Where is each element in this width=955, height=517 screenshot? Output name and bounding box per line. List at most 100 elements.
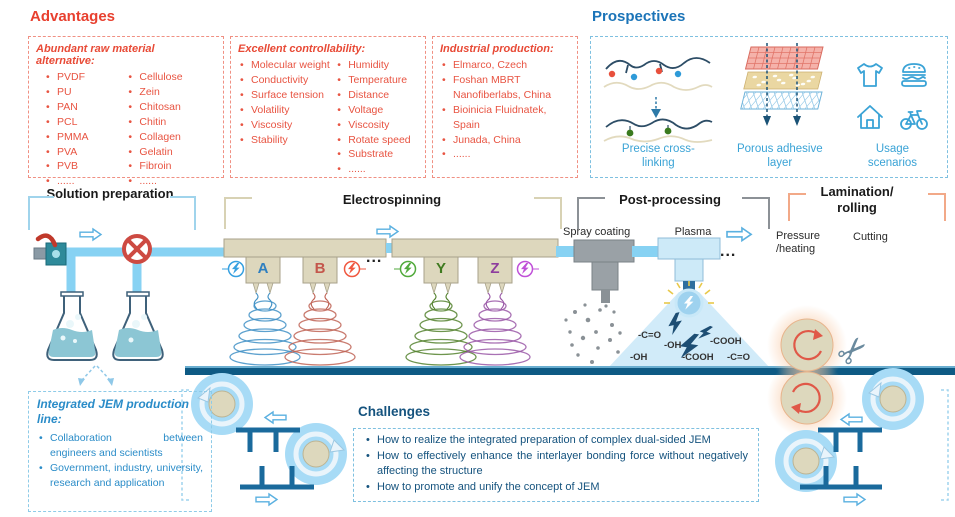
roller-left-2 [285, 423, 347, 485]
roller-right-1 [862, 368, 924, 430]
list-item: Rotate speed [335, 133, 418, 148]
list-item: Distance [335, 88, 418, 103]
prospectives-title: Prospectives [592, 8, 686, 25]
cutting-label: Cutting [853, 231, 888, 243]
return-track-right [800, 427, 882, 490]
list-item: Molecular weight [238, 58, 335, 73]
challenges-title: Challenges [358, 404, 431, 419]
list-item: Cellulose [126, 70, 216, 85]
list-item: Chitosan [126, 100, 216, 115]
valve-icon [122, 234, 152, 264]
list-item: PMMA [44, 130, 126, 145]
fiber-cone-z [459, 300, 531, 366]
list-item: How to promote and unify the concept of … [364, 480, 748, 496]
list-item: ...... [44, 174, 126, 189]
functional-group-5: -C=O [727, 352, 750, 363]
heating-rollers [767, 305, 847, 438]
raw-materials-heading: Abundant raw material alternative: [36, 43, 155, 67]
list-item: Fibroin [126, 159, 216, 174]
flask-to-box-arrows [78, 365, 114, 386]
bracket-solution-left [28, 196, 54, 230]
porous-layer-graphic [740, 43, 824, 126]
tshirt-icon [857, 63, 884, 87]
list-item: Stability [238, 133, 335, 148]
raw-materials-box: Abundant raw material alternative: PVDFP… [28, 36, 224, 189]
fiber-cone-a [229, 300, 301, 366]
advantages-title: Advantages [30, 8, 116, 25]
list-item: How to realize the integrated preparatio… [364, 433, 748, 449]
bracket-electro-right [534, 197, 562, 229]
roller-left-1 [191, 373, 253, 435]
spray-coating-label: Spray coating [563, 226, 631, 238]
plasma-unit [608, 237, 770, 368]
list-item: ...... [126, 174, 216, 189]
crosslink-panel: Precise cross-linking [591, 37, 722, 177]
stage-post-processing: Post-processing [619, 192, 721, 207]
jet-threads [253, 292, 505, 310]
list-item: Junada, China [440, 133, 570, 148]
list-item: PCL [44, 115, 126, 130]
functional-group-0: -C=O [638, 330, 661, 341]
stage-solution-preparation: Solution preparation [46, 186, 174, 201]
integrated-line-list: Collaboration between engineers and scie… [37, 431, 203, 491]
list-item: Zein [126, 85, 216, 100]
industrial-heading: Industrial production: [440, 43, 554, 55]
burger-icon [901, 63, 928, 87]
list-item: Collagen [126, 130, 216, 145]
raw-materials-col1: PVDFPUPANPCLPMMAPVAPVB...... [44, 70, 126, 189]
raw-materials-col2: CelluloseZeinChitosanChitinCollagenGelat… [126, 70, 216, 189]
voltage-icon-z [516, 260, 539, 278]
functional-group-4: -COOH [710, 336, 742, 347]
ellipsis-spinnerets: ... [366, 249, 383, 266]
bracket-electro-left [224, 197, 252, 229]
list-item: PVA [44, 145, 126, 160]
challenges-list: How to realize the integrated preparatio… [364, 433, 748, 495]
spinneret-b-label: B [314, 260, 326, 277]
list-item: Chitin [126, 115, 216, 130]
flask-left [46, 291, 98, 361]
fiber-cone-y [405, 300, 477, 366]
faucet-icon [33, 233, 67, 266]
list-item: ...... [335, 162, 418, 177]
spray-particles [564, 303, 622, 364]
list-item: How to effectively enhance the interlaye… [364, 449, 748, 480]
challenges-box: How to realize the integrated preparatio… [353, 428, 759, 502]
list-item: PVB [44, 159, 126, 174]
list-item: Gelatin [126, 145, 216, 160]
stage-electrospinning: Electrospinning [342, 192, 442, 207]
conveyor-belt [185, 366, 955, 375]
list-item: Voltage [335, 103, 418, 118]
list-item: Bioinicia Fluidnatek, Spain [440, 103, 570, 133]
usage-panel: Usage scenarios [838, 37, 947, 177]
porous-panel: Porous adhesive layer [722, 37, 838, 177]
list-item: Conductivity [238, 73, 335, 88]
bracket-lamination-left [788, 193, 806, 221]
bracket-lamination-right [928, 193, 946, 221]
industrial-list: Elmarco, CzechFoshan MBRT Nanofiberlabs,… [440, 58, 570, 162]
list-item: PVDF [44, 70, 126, 85]
bicycle-icon [900, 110, 929, 130]
voltage-icon-a [222, 260, 245, 278]
list-item: Viscosity [335, 118, 418, 133]
plasma-rays [664, 281, 714, 304]
bracket-solution-right [170, 196, 196, 230]
roller-right-2 [775, 430, 837, 492]
pressure-heating-label: Pressure /heating [776, 230, 821, 256]
list-item: Substrate [335, 147, 418, 162]
list-item: ...... [440, 147, 570, 162]
list-item: Foshan MBRT Nanofiberlabs, China [440, 73, 570, 103]
controllability-box: Excellent controllability: Molecular wei… [230, 36, 426, 178]
list-item: Viscosity [238, 118, 335, 133]
electrospinning-chamber [223, 238, 559, 295]
functional-group-1: -OH [664, 340, 682, 351]
list-item: PU [44, 85, 126, 100]
spinneret-a-label: A [257, 260, 269, 277]
crosslink-graphic [603, 57, 713, 143]
spinneret-y-label: Y [435, 260, 446, 277]
list-item: PAN [44, 100, 126, 115]
list-item: Elmarco, Czech [440, 58, 570, 73]
plasma-label: Plasma [674, 226, 712, 238]
list-item: Surface tension [238, 88, 335, 103]
